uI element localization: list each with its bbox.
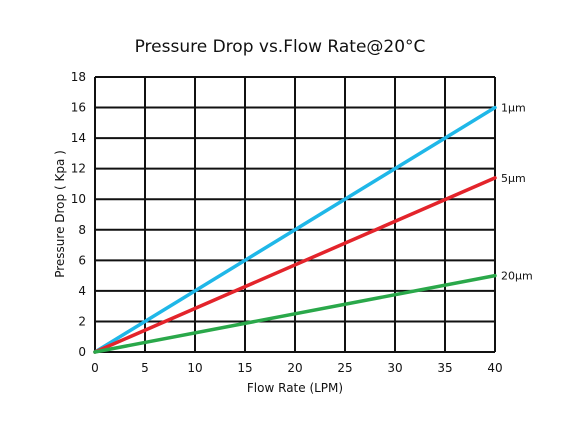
- y-tick-label: 0: [78, 345, 86, 359]
- y-tick-label: 14: [71, 131, 86, 145]
- x-tick-label: 0: [91, 361, 99, 375]
- y-axis-label: Pressure Drop ( Kpa ): [53, 150, 67, 278]
- series-label: 1μm: [501, 102, 526, 115]
- series-label: 20μm: [501, 270, 533, 283]
- series-lines: [93, 105, 497, 354]
- series-line: [93, 273, 497, 354]
- series-line: [93, 176, 497, 354]
- x-tick-label: 30: [387, 361, 402, 375]
- x-tick-label: 40: [487, 361, 502, 375]
- y-tick-label: 12: [71, 162, 86, 176]
- y-tick-labels: 0 2 4 6 8 10 12 14 16 18: [71, 70, 86, 359]
- y-tick-label: 6: [78, 253, 86, 267]
- x-tick-label: 10: [187, 361, 202, 375]
- x-tick-label: 35: [437, 361, 452, 375]
- y-tick-label: 2: [78, 314, 86, 328]
- series-labels: 1μm 5μm 20μm: [501, 102, 533, 283]
- x-tick-label: 20: [287, 361, 302, 375]
- x-tick-label: 25: [337, 361, 352, 375]
- y-tick-label: 16: [71, 101, 86, 115]
- x-tick-labels: 0 5 10 15 20 25 30 35 40: [91, 361, 502, 375]
- y-tick-label: 4: [78, 284, 86, 298]
- series-line: [93, 105, 497, 354]
- chart-title: Pressure Drop vs.Flow Rate@20°C: [135, 37, 426, 57]
- x-axis-label: Flow Rate (LPM): [247, 381, 343, 395]
- series-label: 5μm: [501, 172, 526, 185]
- y-tick-label: 10: [71, 192, 86, 206]
- x-tick-label: 5: [141, 361, 149, 375]
- x-tick-label: 15: [237, 361, 252, 375]
- plot-grid: [94, 76, 496, 353]
- y-tick-label: 18: [71, 70, 86, 84]
- y-tick-label: 8: [78, 223, 86, 237]
